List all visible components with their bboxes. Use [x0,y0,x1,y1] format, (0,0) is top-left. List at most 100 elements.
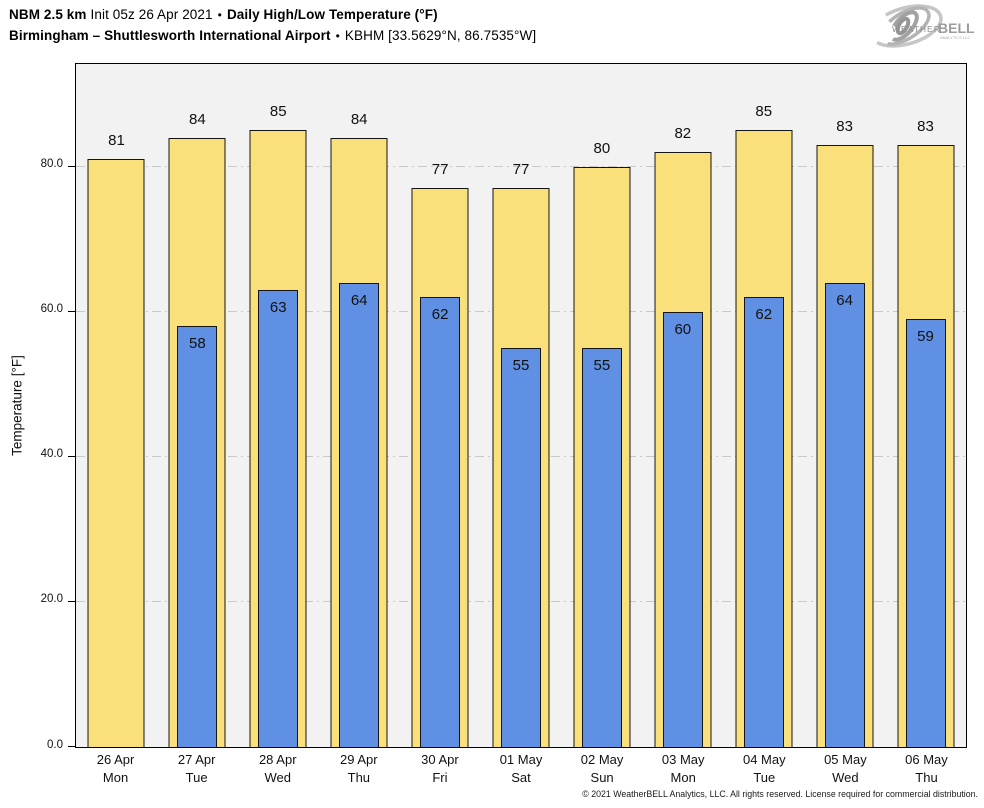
bar-slots: 81 84 58 85 63 84 64 77 62 77 55 80 55 82 60 85 62 83 64 83… [76,64,966,747]
high-value-label: 80 [593,139,611,157]
day-slot: 77 55 [481,64,562,747]
x-tick-label: 29 Apr Thu [318,751,399,786]
x-label-day: Tue [753,769,776,785]
low-value-label: 55 [593,356,611,374]
high-bar [87,159,145,747]
day-slot: 84 64 [319,64,400,747]
x-label-day: Mon [102,769,129,785]
day-slot: 77 62 [400,64,481,747]
subtitle-bullet: • [335,29,340,43]
high-value-label: 81 [108,132,125,150]
x-label-day: Mon [670,769,696,785]
low-value-label: 64 [350,291,368,309]
y-tick-mark [68,310,75,312]
y-tick-mark [68,455,75,458]
x-tick-label: 01 May Sat [480,751,561,786]
x-label-day: Fri [432,769,448,785]
low-value-label: 64 [836,291,853,309]
x-tick-label: 02 May Sun [562,751,643,786]
x-label-day: Thu [347,769,371,785]
low-bar [662,311,703,747]
low-bar [177,326,218,747]
high-value-label: 83 [917,117,934,135]
x-label-date: 27 Apr [177,752,216,767]
low-value-label: 58 [189,335,206,353]
high-value-label: 77 [512,161,530,179]
low-bar [905,318,946,747]
day-slot: 83 64 [804,64,885,747]
high-value-label: 84 [189,110,206,128]
model-name: NBM 2.5 km [9,7,87,22]
logo-text-weather: WEATHER [892,24,941,34]
x-tick-label: 27 Apr Tue [156,751,237,786]
x-label-date: 26 Apr [96,752,135,767]
day-slot: 85 63 [238,64,319,747]
plot-area: 81 84 58 85 63 84 64 77 62 77 55 80 55 82 60 85 62 83 64 83… [75,63,967,748]
y-tick-label: 40.0 [40,448,63,461]
x-tick-label: 26 Apr Mon [75,751,156,786]
product-name: Daily High/Low Temperature (°F) [226,7,438,22]
x-label-day: Sun [590,769,614,785]
copyright-notice: © 2021 WeatherBELL Analytics, LLC. All r… [582,789,978,799]
logo-text-bell: BELL [938,20,975,36]
low-bar [258,289,299,747]
x-tick-label: 28 Apr Wed [237,751,318,786]
high-value-label: 85 [269,103,287,121]
day-slot: 85 62 [723,64,804,747]
x-label-day: Thu [915,769,938,785]
low-bar [339,282,380,747]
station-id: KBHM [33.5629°N, 86.7535°W] [344,28,537,43]
x-label-date: 05 May [824,752,867,767]
x-label-date: 01 May [499,752,543,767]
day-slot: 81 [76,64,157,747]
y-tick-mark [68,165,75,167]
x-label-day: Tue [185,769,208,785]
low-value-label: 62 [431,306,449,324]
low-value-label: 55 [512,356,530,374]
x-label-day: Wed [832,769,859,785]
high-value-label: 82 [674,125,692,143]
y-tick-label: 60.0 [40,303,63,316]
high-value-label: 85 [755,103,773,121]
low-bar [743,297,784,747]
chart-subtitle: Birmingham – Shuttlesworth International… [9,28,536,43]
y-tick-label: 80.0 [40,158,63,171]
hurricane-swirl-icon [869,4,943,48]
x-tick-label: 03 May Mon [643,751,724,786]
x-label-date: 30 Apr [421,752,459,767]
day-slot: 80 55 [561,64,642,747]
low-bar [824,282,865,747]
low-value-label: 59 [917,327,934,345]
logo-text-tagline: ANALYTICS LLC [940,35,970,40]
chart-title: NBM 2.5 km Init 05z 26 Apr 2021 • Daily Hig… [9,7,438,22]
low-bar [581,347,622,747]
x-tick-label: 04 May Tue [724,751,805,786]
day-slot: 84 58 [157,64,238,747]
low-value-label: 62 [755,306,773,324]
init-time: Init 05z 26 Apr 2021 [90,7,213,22]
x-label-date: 04 May [742,752,786,767]
location-name: Birmingham – Shuttlesworth International… [9,28,331,43]
low-value-label: 63 [269,298,287,316]
day-slot: 83 59 [885,64,966,747]
title-bullet: • [217,8,222,22]
y-tick-label: 20.0 [40,593,63,606]
x-label-date: 03 May [661,752,705,767]
high-value-label: 77 [431,161,449,179]
x-label-date: 28 Apr [258,752,297,767]
y-tick-label: 0.0 [47,738,63,751]
x-label-date: 06 May [905,752,948,767]
x-label-day: Wed [264,769,291,785]
x-label-date: 02 May [580,752,624,767]
low-value-label: 60 [674,320,692,338]
low-bar [420,297,461,747]
gridline-80 [76,166,966,168]
x-tick-label: 06 May Thu [886,751,967,786]
x-tick-label: 30 Apr Fri [399,751,480,786]
x-axis-labels: 26 Apr Mon 27 Apr Tue 28 Apr Wed 29 Apr Thu 30 A… [75,751,967,786]
weatherbell-logo: WEATHER BELL ANALYTICS LLC [869,4,975,48]
low-bar [500,347,541,747]
x-label-date: 29 Apr [340,752,378,767]
high-value-label: 83 [836,117,853,135]
